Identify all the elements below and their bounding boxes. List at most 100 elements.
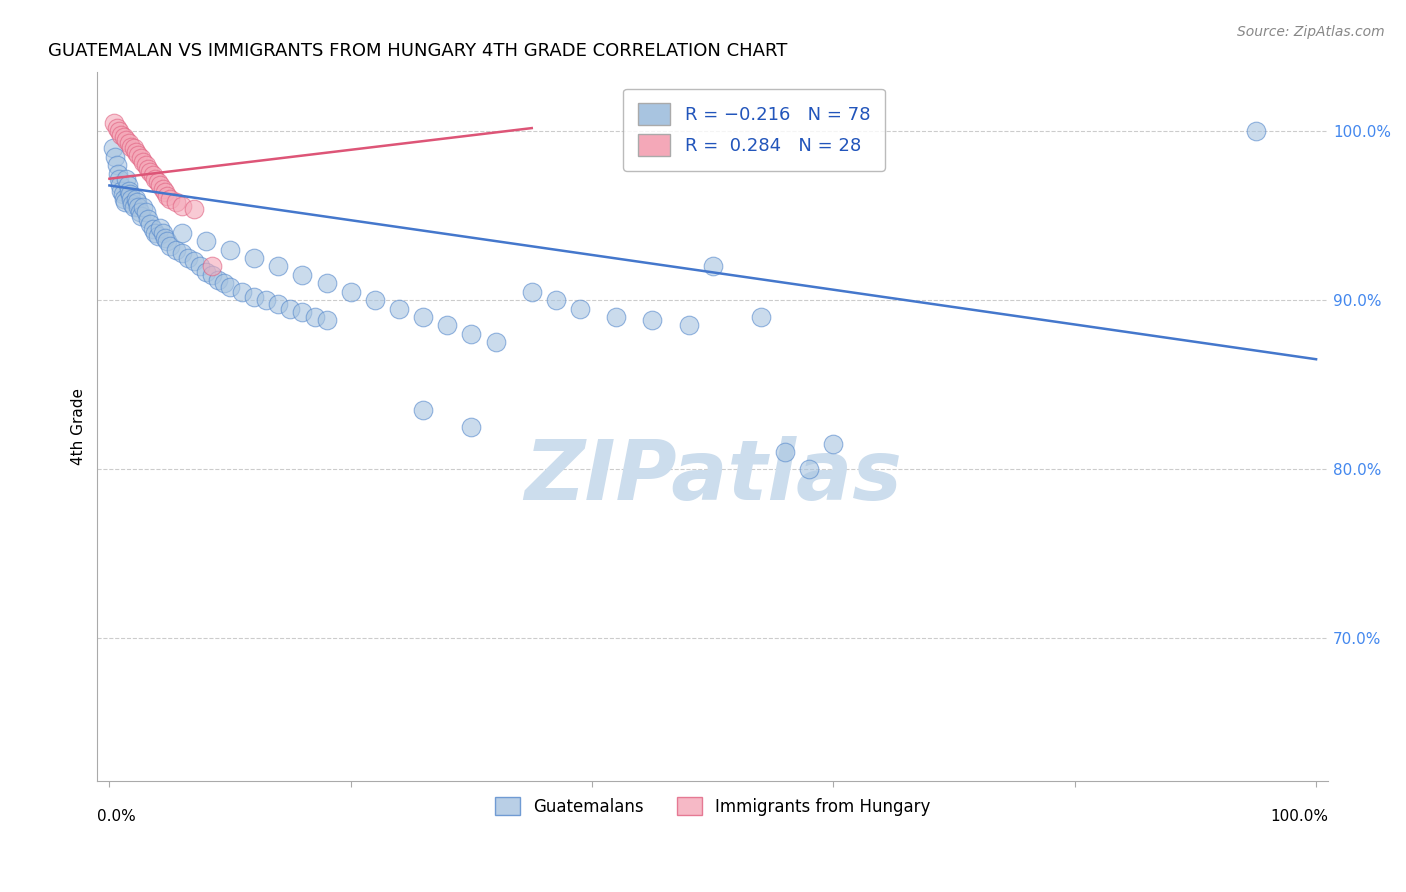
Point <box>188 260 211 274</box>
Point <box>267 296 290 310</box>
Point <box>156 188 179 202</box>
Point <box>105 121 128 136</box>
Point <box>132 154 155 169</box>
Point <box>201 260 224 274</box>
Point <box>231 285 253 299</box>
Point <box>127 195 149 210</box>
Point <box>388 301 411 316</box>
Point <box>129 209 152 223</box>
Point <box>183 202 205 216</box>
Point <box>194 264 217 278</box>
Point <box>122 141 145 155</box>
Point <box>460 326 482 341</box>
Point <box>364 293 387 308</box>
Point <box>152 226 174 240</box>
Point <box>267 260 290 274</box>
Point <box>605 310 627 324</box>
Point <box>641 313 664 327</box>
Point <box>115 133 138 147</box>
Point <box>110 178 132 193</box>
Legend: R = −0.216   N = 78, R =  0.284   N = 28: R = −0.216 N = 78, R = 0.284 N = 28 <box>623 88 884 170</box>
Point <box>127 201 149 215</box>
Point <box>143 226 166 240</box>
Point <box>183 254 205 268</box>
Point <box>436 318 458 333</box>
Point <box>156 234 179 248</box>
Text: 100.0%: 100.0% <box>1270 809 1329 824</box>
Point <box>520 285 543 299</box>
Point <box>1244 124 1267 138</box>
Point <box>135 158 157 172</box>
Point <box>159 192 181 206</box>
Point <box>132 201 155 215</box>
Point <box>152 182 174 196</box>
Point <box>280 301 302 316</box>
Point <box>212 277 235 291</box>
Point <box>823 436 845 450</box>
Text: ZIPatlas: ZIPatlas <box>524 436 901 516</box>
Point <box>315 277 337 291</box>
Point <box>315 313 337 327</box>
Point <box>304 310 326 324</box>
Point <box>111 186 134 201</box>
Point <box>128 205 150 219</box>
Point <box>170 246 193 260</box>
Point <box>170 226 193 240</box>
Point <box>569 301 592 316</box>
Point <box>194 234 217 248</box>
Point <box>159 239 181 253</box>
Point <box>120 192 142 206</box>
Point <box>115 171 138 186</box>
Point <box>773 445 796 459</box>
Point <box>412 402 434 417</box>
Point <box>142 222 165 236</box>
Point <box>170 199 193 213</box>
Point <box>135 205 157 219</box>
Point <box>243 290 266 304</box>
Point <box>127 148 149 162</box>
Point <box>112 192 135 206</box>
Point <box>101 141 124 155</box>
Point <box>153 185 176 199</box>
Point <box>254 293 277 308</box>
Point <box>108 124 131 138</box>
Point <box>129 152 152 166</box>
Text: GUATEMALAN VS IMMIGRANTS FROM HUNGARY 4TH GRADE CORRELATION CHART: GUATEMALAN VS IMMIGRANTS FROM HUNGARY 4T… <box>48 42 787 60</box>
Point <box>136 161 159 176</box>
Point <box>139 217 162 231</box>
Point <box>460 419 482 434</box>
Point <box>143 171 166 186</box>
Point <box>149 220 172 235</box>
Point <box>122 201 145 215</box>
Point <box>117 178 139 193</box>
Point <box>146 229 169 244</box>
Point <box>678 318 700 333</box>
Point <box>702 260 724 274</box>
Point <box>108 171 131 186</box>
Point <box>118 186 141 201</box>
Point <box>799 462 821 476</box>
Point <box>125 145 148 159</box>
Point <box>243 251 266 265</box>
Point <box>118 184 141 198</box>
Point <box>125 192 148 206</box>
Point <box>291 305 314 319</box>
Point <box>165 195 187 210</box>
Point <box>105 158 128 172</box>
Point <box>136 212 159 227</box>
Point <box>118 136 141 151</box>
Text: 0.0%: 0.0% <box>97 809 136 824</box>
Point <box>544 293 567 308</box>
Point <box>121 197 143 211</box>
Point <box>153 231 176 245</box>
Point <box>146 175 169 189</box>
Point <box>103 116 125 130</box>
Point <box>201 268 224 282</box>
Point <box>114 195 136 210</box>
Point <box>219 279 242 293</box>
Point <box>139 165 162 179</box>
Point <box>107 167 129 181</box>
Point <box>291 268 314 282</box>
Point <box>104 150 127 164</box>
Point <box>177 251 200 265</box>
